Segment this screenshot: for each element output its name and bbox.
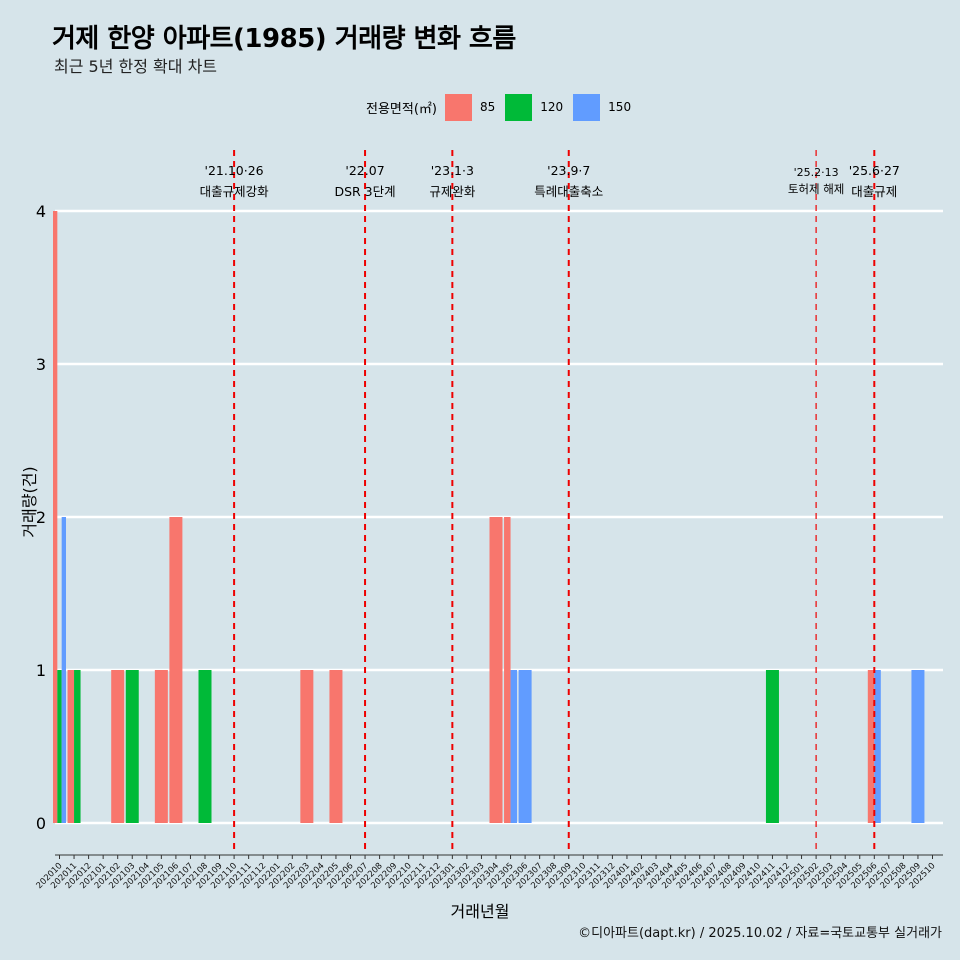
y-tick-label: 2	[36, 508, 46, 527]
bar-150-202509	[911, 670, 925, 823]
bar-85-202102	[111, 670, 125, 823]
bar-120-202011	[74, 670, 81, 823]
bar-85-202010	[53, 211, 58, 823]
bar-85-202205	[329, 670, 343, 823]
legend-swatch-150	[573, 93, 601, 121]
legend-item-150: 150	[573, 93, 632, 121]
legend: 전용면적(㎡) 85 120 150	[366, 93, 641, 121]
chart-subtitle: 최근 5년 한정 확대 차트	[54, 57, 218, 76]
bar-120-202108	[198, 670, 212, 823]
bar-120-202010	[57, 670, 62, 823]
event-label-202309: 특례대출축소	[534, 184, 603, 199]
chart-title: 거제 한양 아파트(1985) 거래량 변화 흐름	[52, 24, 516, 54]
bar-150-202305	[510, 670, 518, 823]
event-date-202207: '22.07	[345, 163, 384, 178]
x-axis-label: 거래년월	[450, 902, 510, 921]
event-label-202502: 토허제 해제	[788, 182, 845, 196]
event-label-202506: 대출규제	[851, 184, 897, 199]
event-date-202309: '23.9·7	[547, 163, 590, 178]
legend-item-120: 120	[505, 93, 564, 121]
bar-120-202411	[765, 670, 779, 823]
bar-85-202011	[67, 670, 75, 823]
event-date-202502: '25.2·13	[794, 166, 839, 179]
y-tick-label: 4	[36, 202, 46, 221]
source-caption: ©디아파트(dapt.kr) / 2025.10.02 / 자료=국토교통부 실…	[578, 926, 942, 941]
legend-swatch-85	[444, 93, 472, 121]
event-date-202506: '25.6·27	[849, 163, 900, 178]
event-markers: '21.10·26 대출규제강화 '22.07 DSR 3단계 '23.1·3 규제완화 '…	[200, 150, 900, 853]
y-axis-label: 거래량(건)	[20, 466, 39, 538]
legend-title: 전용면적(㎡)	[366, 101, 437, 117]
legend-swatch-120	[505, 93, 533, 121]
event-label-202110: 대출규제강화	[200, 184, 270, 199]
legend-item-85: 85	[444, 93, 496, 121]
event-date-202110: '21.10·26	[205, 163, 264, 178]
bar-85-202305	[504, 517, 511, 823]
bar-120-202103	[125, 670, 139, 823]
bar-150-202010	[61, 517, 66, 823]
event-label-202207: DSR 3단계	[334, 184, 395, 199]
bars	[53, 211, 925, 823]
bar-150-202306	[518, 670, 532, 823]
y-tick-label: 3	[36, 355, 46, 374]
event-date-202301: '23.1·3	[431, 163, 474, 178]
bar-85-202506	[867, 670, 875, 823]
y-tick-label: 1	[36, 661, 46, 680]
bar-85-202106	[169, 517, 183, 823]
legend-label-120: 120	[540, 100, 564, 114]
y-tick-label: 0	[36, 814, 46, 833]
legend-label-150: 150	[608, 100, 632, 114]
bar-150-202506	[874, 670, 881, 823]
event-label-202301: 규제완화	[429, 184, 476, 199]
bar-85-202105	[154, 670, 168, 823]
bar-85-202203	[300, 670, 314, 823]
legend-label-85: 85	[479, 100, 496, 114]
bar-85-202304	[489, 517, 503, 823]
